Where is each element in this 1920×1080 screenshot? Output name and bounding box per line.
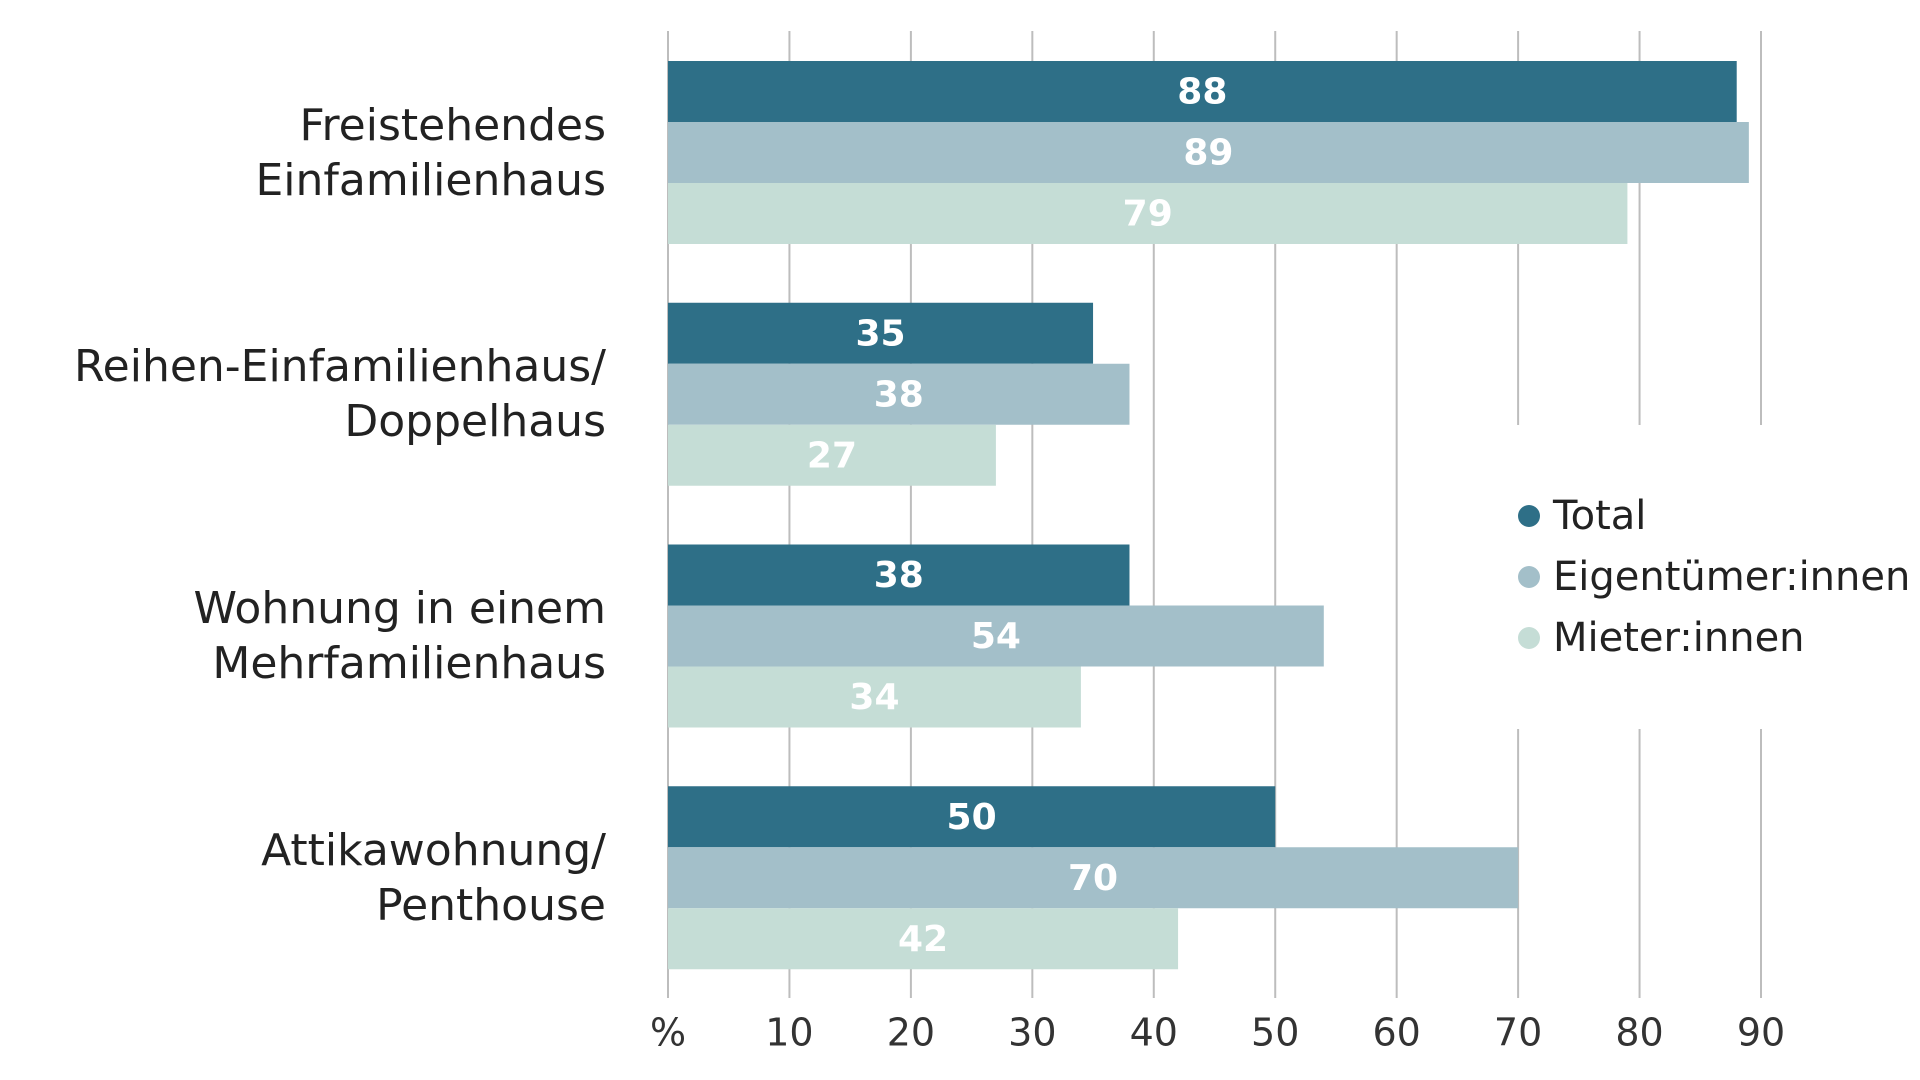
x-tick-label: 90 [1737,1011,1785,1055]
x-tick-label: % [650,1011,686,1055]
x-tick-label: 60 [1372,1011,1420,1055]
value-label: 54 [971,616,1021,657]
value-label: 70 [1068,858,1118,899]
bar [668,302,1094,364]
x-tick-label: 20 [887,1011,935,1055]
bar [668,424,996,486]
bar [668,786,1276,848]
bar [668,122,1749,183]
value-label: 34 [849,677,899,718]
x-tick-label: 80 [1615,1011,1663,1055]
category-label: Freistehendes Einfamilienhaus [255,99,606,206]
bar [668,183,1628,244]
value-label: 38 [874,374,924,415]
x-tick-label: 30 [1008,1011,1056,1055]
value-label: 89 [1183,133,1233,174]
legend-label: Eigentümer:innen [1553,554,1910,600]
bar [668,847,1519,909]
legend-background [1500,425,1920,729]
value-label: 42 [898,919,948,960]
legend-marker [1518,627,1540,649]
value-label: 50 [947,797,997,838]
legend-label: Mieter:innen [1553,615,1805,661]
bar [668,61,1737,122]
bar [668,908,1179,970]
x-tick-label: 70 [1494,1011,1542,1055]
category-label: Reihen-Einfamilienhaus/ Doppelhaus [74,341,606,448]
bar [668,544,1130,606]
category-label: Attikawohnung/ Penthouse [261,824,606,931]
legend-marker [1518,505,1540,527]
value-label: 38 [874,555,924,596]
value-label: 27 [807,435,857,476]
x-tick-label: 40 [1130,1011,1178,1055]
value-label: 79 [1123,194,1173,235]
x-tick-label: 10 [765,1011,813,1055]
legend-label: Total [1552,493,1646,539]
legend-marker [1518,566,1540,588]
value-label: 35 [855,313,905,354]
bar [668,666,1081,728]
value-label: 88 [1177,72,1227,113]
bar [668,605,1324,667]
bar [668,363,1130,425]
x-tick-label: 50 [1251,1011,1299,1055]
category-label: Wohnung in einem Mehrfamilienhaus [193,583,606,689]
